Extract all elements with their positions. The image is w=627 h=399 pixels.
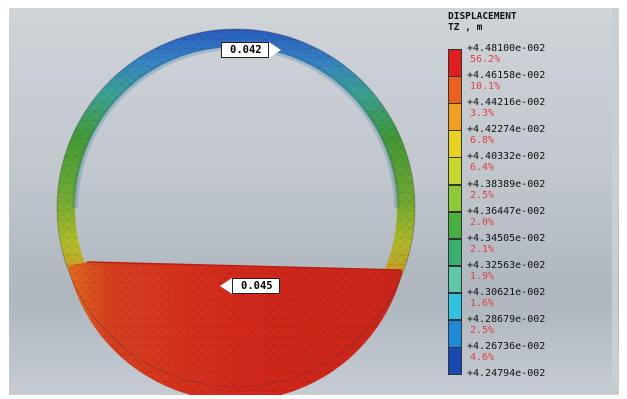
legend-percentage: 2.1% <box>470 243 495 255</box>
legend-color-swatch <box>448 184 462 213</box>
legend-percentage: 1.9% <box>470 270 495 282</box>
legend-color-swatch <box>448 103 462 131</box>
legend-tick-value: +4.44216e-002 <box>467 97 546 109</box>
legend-percentage: 1.6% <box>470 297 495 309</box>
top-displacement-value: 0.042 <box>221 42 269 58</box>
legend-tick-value: +4.32563e-002 <box>467 259 546 271</box>
legend-title: DISPLACEMENT <box>448 11 517 22</box>
legend-percentage: 10.1% <box>470 81 501 93</box>
legend-tick-value: +4.38389e-002 <box>467 178 546 190</box>
legend-color-swatch <box>448 49 462 77</box>
bowl-fill <box>68 261 403 395</box>
callout-arrow-icon <box>220 278 232 294</box>
legend-percentage: 6.8% <box>470 135 495 147</box>
top-displacement-callout: 0.042 <box>221 42 281 58</box>
bottom-displacement-callout: 0.045 <box>220 278 280 294</box>
legend-percentage: 2.5% <box>470 325 495 336</box>
legend-color-swatch <box>448 76 462 104</box>
legend-tick-value: +4.34505e-002 <box>467 232 546 244</box>
legend-tick-value: +4.48100e-002 <box>467 43 546 54</box>
legend-color-swatch <box>448 238 462 267</box>
legend-color-swatch <box>448 157 462 185</box>
bottom-displacement-value: 0.045 <box>232 278 280 294</box>
legend-color-swatch <box>448 347 462 375</box>
legend-color-swatch <box>448 130 462 158</box>
legend-tick-value: +4.36447e-002 <box>467 205 546 217</box>
legend-tick-value: +4.30621e-002 <box>467 286 546 298</box>
legend-tick-value: +4.42274e-002 <box>467 124 546 136</box>
legend-percentage: 2.5% <box>470 189 495 201</box>
legend-color-swatch <box>448 320 462 348</box>
legend-tick-value: +4.46158e-002 <box>467 70 546 82</box>
legend-percentage: 56.2% <box>470 54 501 65</box>
legend-tick-value: +4.24794e-002 <box>467 368 546 380</box>
fea-model[interactable] <box>9 8 619 395</box>
color-legend: DISPLACEMENT TZ , m +4.48100e-002 +4.4615… <box>445 8 615 388</box>
legend-tick-value: +4.26736e-002 <box>467 341 546 353</box>
legend-percentage: 4.6% <box>470 352 495 364</box>
legend-percentage: 6.4% <box>470 162 495 174</box>
legend-percentage: 3.3% <box>470 108 495 120</box>
legend-percentage: 2.0% <box>470 216 495 228</box>
viewport-edge <box>612 8 618 388</box>
legend-subtitle: TZ , m <box>448 22 483 33</box>
legend-color-swatch <box>448 292 462 321</box>
legend-color-swatch <box>448 211 462 240</box>
callout-arrow-icon <box>268 42 281 58</box>
legend-color-swatch <box>448 265 462 294</box>
legend-tick-value: +4.28679e-002 <box>467 314 546 325</box>
model-viewport[interactable]: 0.042 0.045 <box>9 8 619 395</box>
legend-tick-value: +4.40332e-002 <box>467 151 546 163</box>
